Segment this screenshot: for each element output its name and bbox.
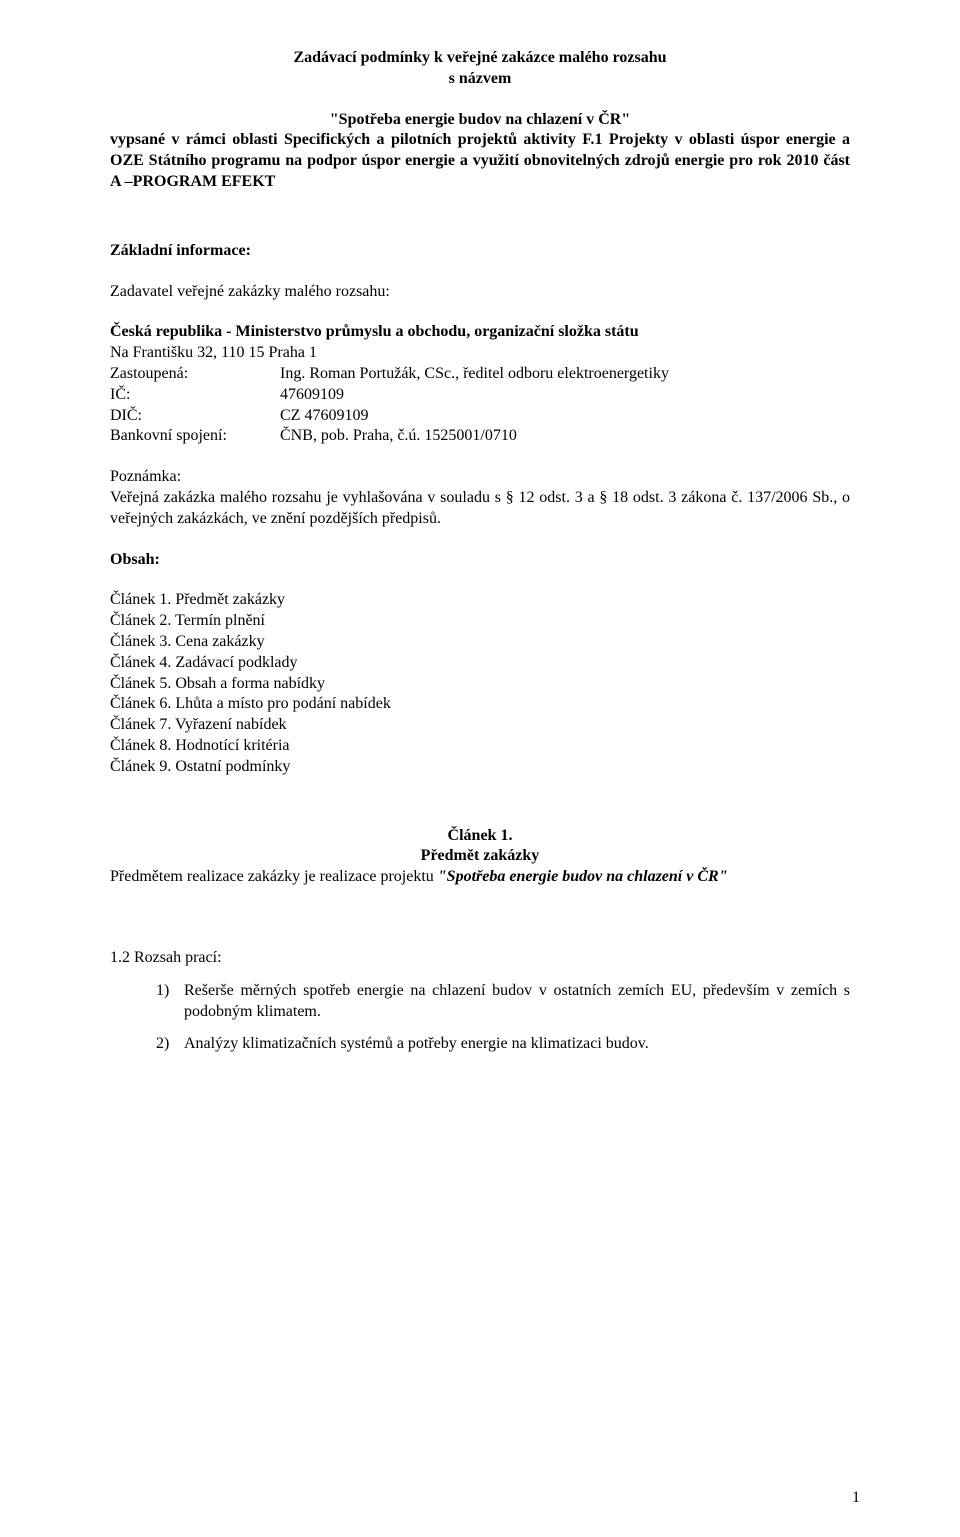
label-dic: DIČ: [110, 406, 280, 427]
value-ic: 47609109 [280, 385, 850, 406]
scope-item-num: 2) [156, 1034, 184, 1055]
value-dic: CZ 47609109 [280, 406, 850, 427]
scope-item-text: Rešerše měrných spotřeb energie na chlaz… [184, 981, 850, 1023]
contents-item: Článek 4. Zadávací podklady [110, 653, 850, 674]
entity-name: Česká republika - Ministerstvo průmyslu … [110, 322, 850, 343]
label-bank: Bankovní spojení: [110, 426, 280, 447]
contents-item: Článek 2. Termín plnění [110, 611, 850, 632]
article1-subject: Předmětem realizace zakázky je realizace… [110, 867, 850, 888]
contents-item: Článek 9. Ostatní podmínky [110, 757, 850, 778]
article1-subject-prefix: Předmětem realizace zakázky je realizace… [110, 868, 438, 885]
contracting-authority-label: Zadavatel veřejné zakázky malého rozsahu… [110, 282, 850, 303]
scope-item-num: 1) [156, 981, 184, 1023]
scope-item: 1) Rešerše měrných spotřeb energie na ch… [156, 981, 850, 1023]
header-context: vypsané v rámci oblasti Specifických a p… [110, 130, 850, 192]
article1-subtitle: Předmět zakázky [110, 846, 850, 867]
row-represented: Zastoupená: Ing. Roman Portužák, CSc., ř… [110, 364, 850, 385]
contents-item: Článek 1. Předmět zakázky [110, 590, 850, 611]
page-number: 1 [852, 1488, 860, 1509]
article1-subject-name: "Spotřeba energie budov na chlazení v ČR… [438, 868, 728, 885]
article1-title: Článek 1. [110, 826, 850, 847]
row-ic: IČ: 47609109 [110, 385, 850, 406]
value-represented: Ing. Roman Portužák, CSc., ředitel odbor… [280, 364, 850, 385]
doc-title-line1: Zadávací podmínky k veřejné zakázce malé… [110, 48, 850, 69]
contents-item: Článek 6. Lhůta a místo pro podání nabíd… [110, 694, 850, 715]
scope-heading: 1.2 Rozsah prací: [110, 948, 850, 969]
project-title: "Spotřeba energie budov na chlazení v ČR… [110, 110, 850, 131]
row-bank: Bankovní spojení: ČNB, pob. Praha, č.ú. … [110, 426, 850, 447]
label-ic: IČ: [110, 385, 280, 406]
contents-item: Článek 7. Vyřazení nabídek [110, 715, 850, 736]
scope-item: 2) Analýzy klimatizačních systémů a potř… [156, 1034, 850, 1055]
scope-item-text: Analýzy klimatizačních systémů a potřeby… [184, 1034, 850, 1055]
contents-list: Článek 1. Předmět zakázky Článek 2. Term… [110, 590, 850, 777]
contents-heading: Obsah: [110, 550, 850, 571]
contents-item: Článek 3. Cena zakázky [110, 632, 850, 653]
note-text: Veřejná zakázka malého rozsahu je vyhlaš… [110, 488, 850, 530]
note-label: Poznámka: [110, 467, 850, 488]
row-dic: DIČ: CZ 47609109 [110, 406, 850, 427]
value-bank: ČNB, pob. Praha, č.ú. 1525001/0710 [280, 426, 850, 447]
doc-title-line2: s názvem [110, 69, 850, 90]
contents-item: Článek 5. Obsah a forma nabídky [110, 674, 850, 695]
entity-address: Na Františku 32, 110 15 Praha 1 [110, 343, 850, 364]
scope-list: 1) Rešerše měrných spotřeb energie na ch… [110, 981, 850, 1055]
contents-item: Článek 8. Hodnotící kritéria [110, 736, 850, 757]
label-represented: Zastoupená: [110, 364, 280, 385]
basic-info-heading: Základní informace: [110, 241, 850, 262]
